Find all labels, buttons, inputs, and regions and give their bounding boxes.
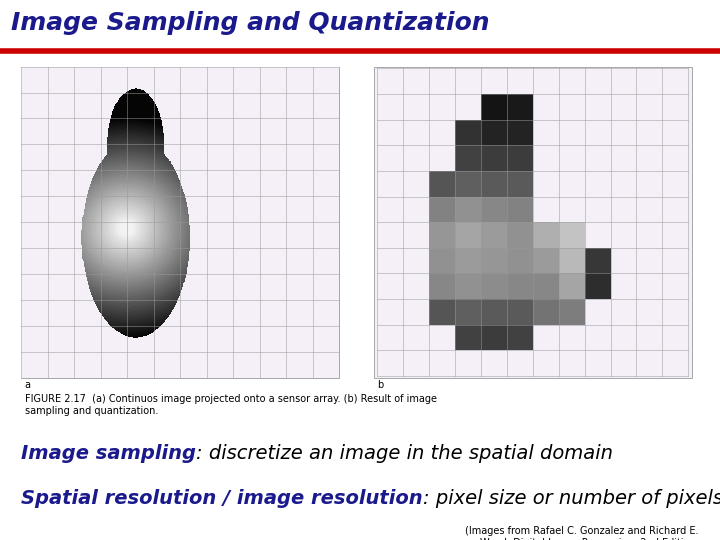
- Text: Image sampling: Image sampling: [22, 444, 197, 463]
- Bar: [533, 299, 559, 325]
- Bar: [455, 197, 481, 222]
- Bar: [455, 120, 481, 145]
- Bar: [559, 299, 585, 325]
- Bar: [507, 325, 533, 350]
- Text: (Images from Rafael C. Gonzalez and Richard E.
Wood, Digital Image Processing, 2: (Images from Rafael C. Gonzalez and Rich…: [465, 526, 698, 540]
- Bar: [455, 248, 481, 273]
- Text: Image Sampling and Quantization: Image Sampling and Quantization: [11, 11, 490, 35]
- Bar: [429, 273, 455, 299]
- Bar: [455, 222, 481, 248]
- Bar: [507, 145, 533, 171]
- Bar: [455, 299, 481, 325]
- Bar: [481, 171, 507, 197]
- Bar: [481, 120, 507, 145]
- Bar: [481, 273, 507, 299]
- Bar: [481, 94, 507, 120]
- Text: : discretize an image in the spatial domain: : discretize an image in the spatial dom…: [197, 444, 613, 463]
- Text: FIGURE 2.17  (a) Continuos image projected onto a sensor array. (b) Result of im: FIGURE 2.17 (a) Continuos image projecte…: [24, 394, 437, 416]
- Bar: [585, 248, 611, 273]
- Bar: [507, 248, 533, 273]
- Text: : pixel size or number of pixels: : pixel size or number of pixels: [423, 489, 720, 508]
- Bar: [507, 171, 533, 197]
- Bar: [481, 248, 507, 273]
- Bar: [481, 325, 507, 350]
- Bar: [559, 248, 585, 273]
- Bar: [533, 273, 559, 299]
- Text: b: b: [377, 380, 384, 389]
- Bar: [585, 273, 611, 299]
- Bar: [429, 171, 455, 197]
- Bar: [455, 171, 481, 197]
- Bar: [22, 66, 339, 378]
- Bar: [481, 145, 507, 171]
- Bar: [455, 325, 481, 350]
- Text: a: a: [24, 380, 31, 389]
- Bar: [507, 222, 533, 248]
- Bar: [507, 299, 533, 325]
- Bar: [507, 120, 533, 145]
- Bar: [455, 145, 481, 171]
- Text: Spatial resolution / image resolution: Spatial resolution / image resolution: [22, 489, 423, 508]
- Bar: [429, 222, 455, 248]
- Bar: [481, 299, 507, 325]
- Bar: [429, 197, 455, 222]
- Bar: [507, 273, 533, 299]
- Bar: [559, 273, 585, 299]
- Bar: [429, 299, 455, 325]
- Bar: [507, 197, 533, 222]
- Bar: [507, 94, 533, 120]
- Bar: [533, 222, 559, 248]
- Bar: [429, 248, 455, 273]
- Bar: [533, 248, 559, 273]
- Bar: [481, 197, 507, 222]
- Bar: [374, 66, 692, 378]
- Bar: [559, 222, 585, 248]
- Bar: [481, 222, 507, 248]
- Bar: [455, 273, 481, 299]
